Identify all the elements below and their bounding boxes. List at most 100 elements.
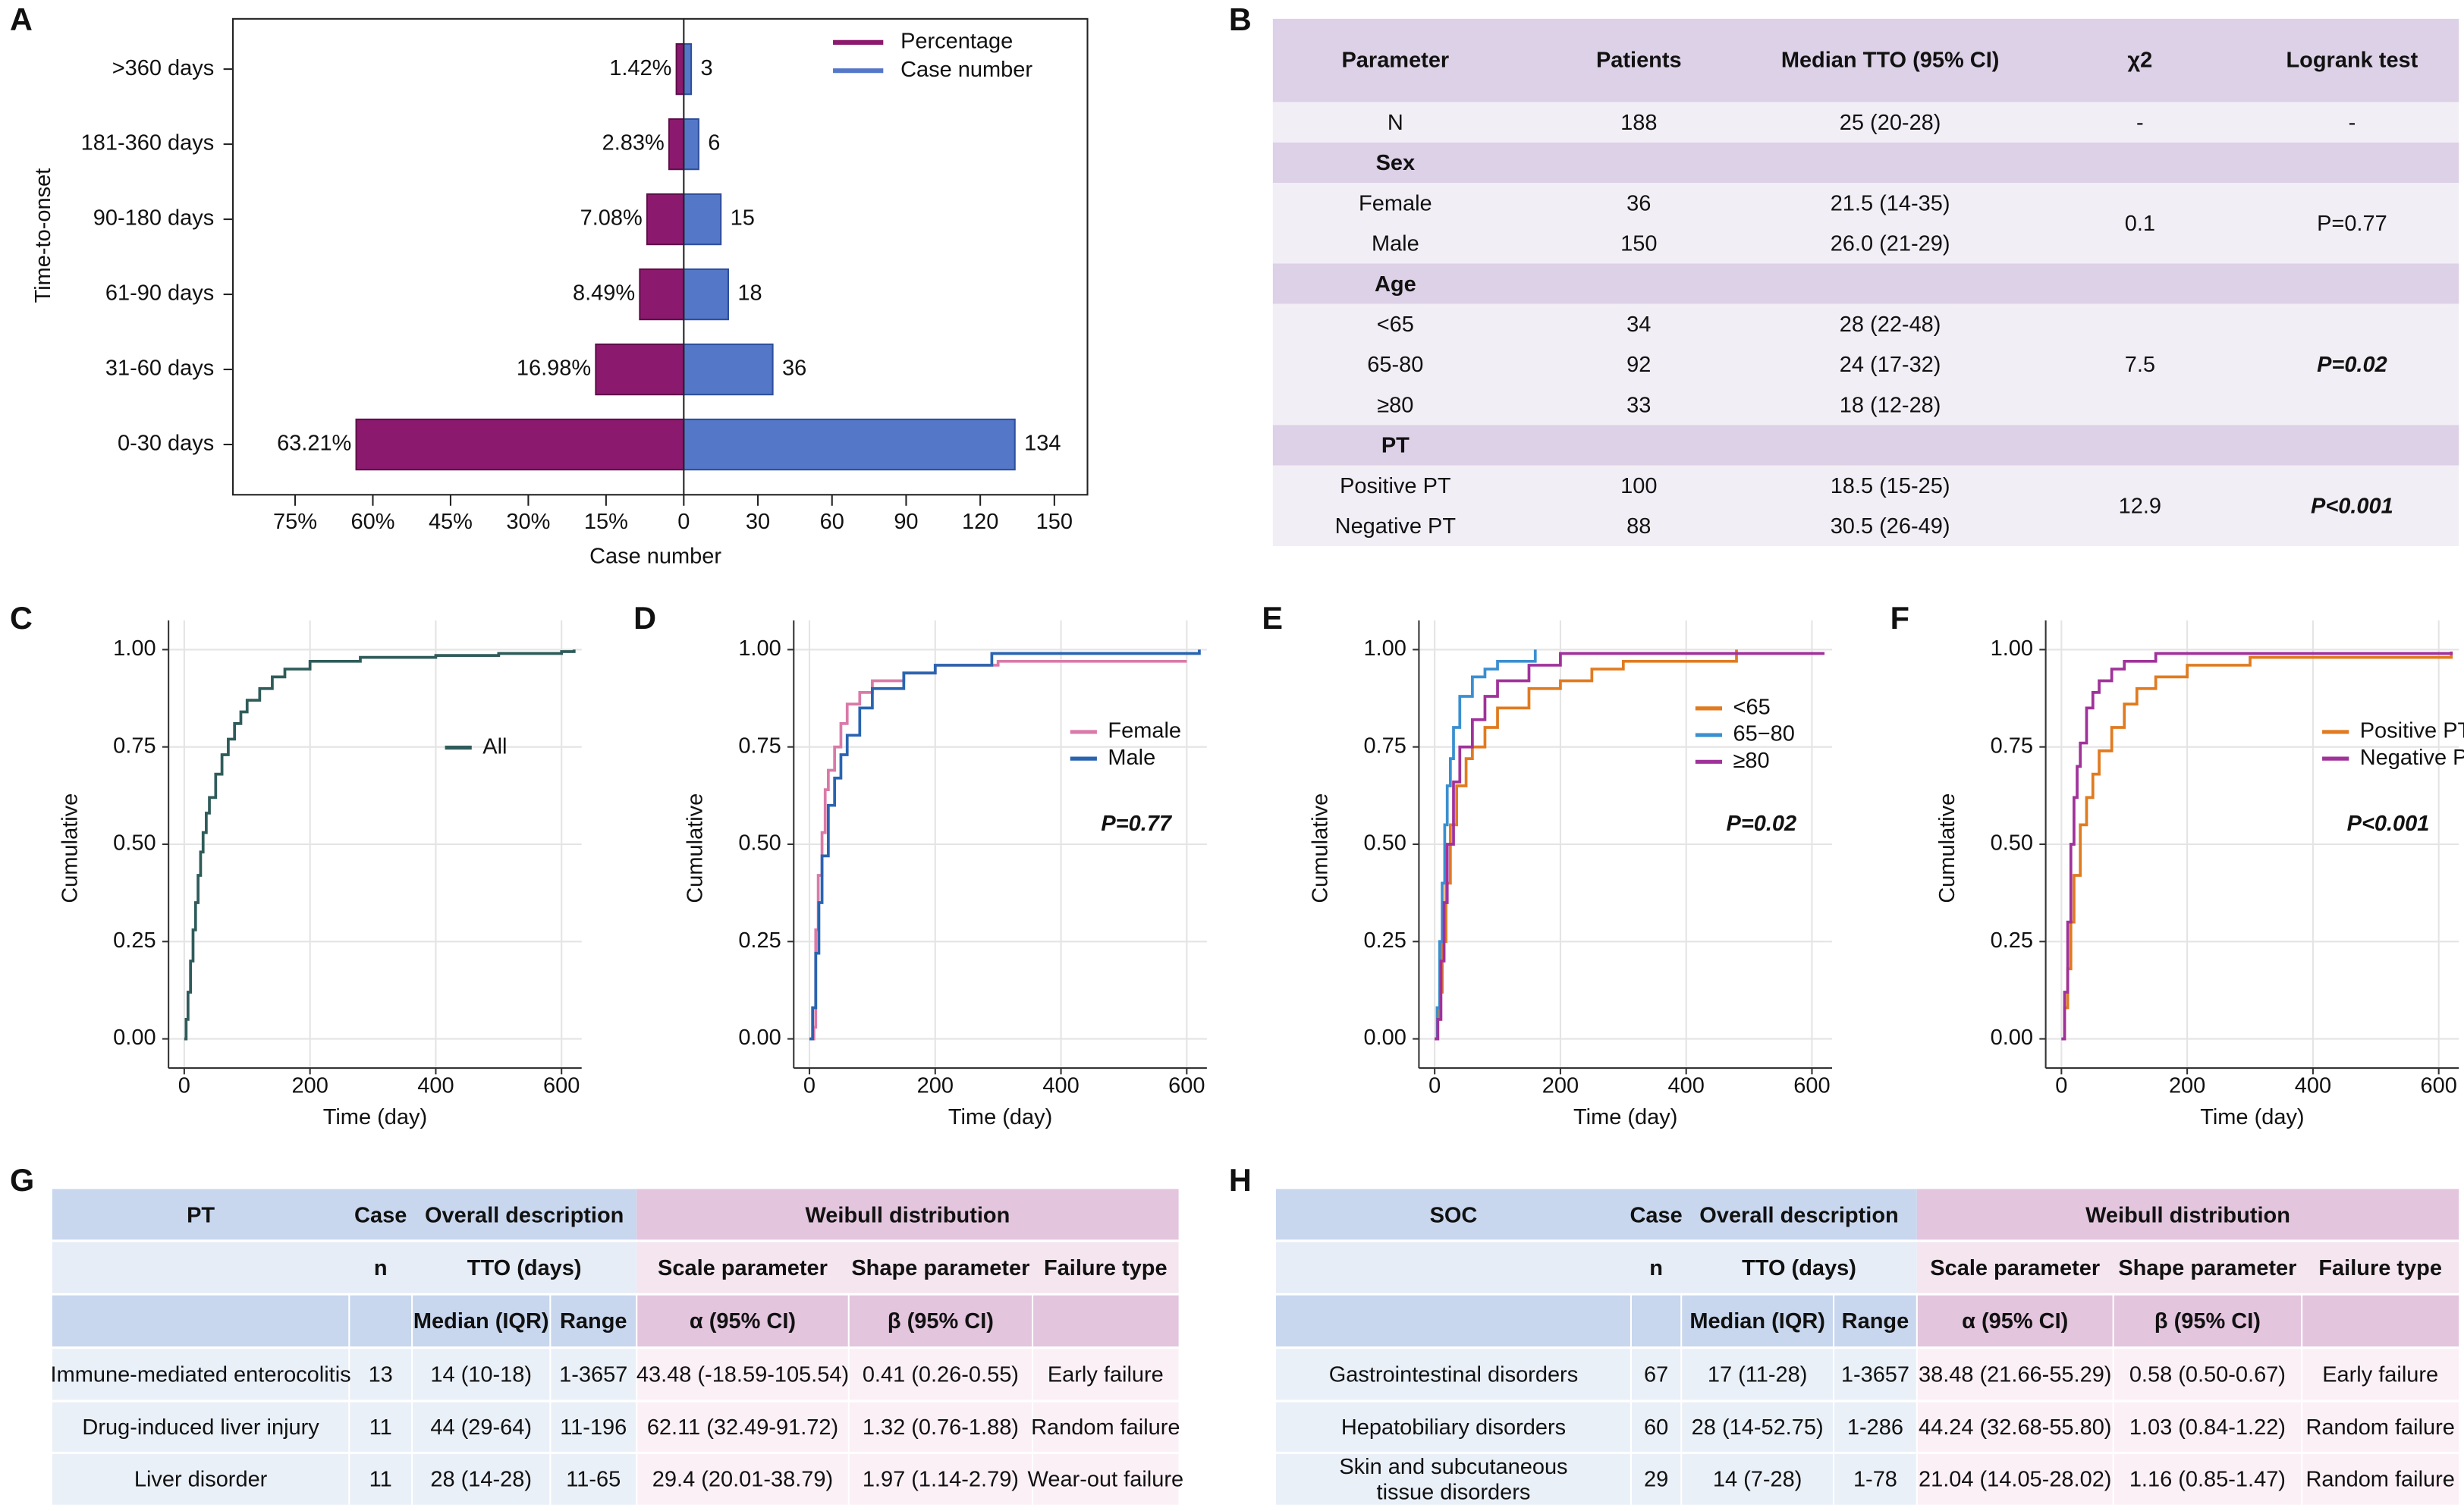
table-cell: 33 <box>1626 393 1651 417</box>
table-cell: Positive PT <box>1340 474 1451 498</box>
table-cell: 28 (14-28) <box>430 1467 532 1491</box>
y-tick-label: 1.00 <box>738 636 781 661</box>
table-header: β (95% CI) <box>2154 1309 2261 1334</box>
x-tick-label: 90 <box>894 510 918 534</box>
y-tick-label: 0.00 <box>113 1026 156 1050</box>
section-title: Sex <box>1376 151 1416 175</box>
y-tick-label: 0.50 <box>113 831 156 856</box>
table-cell: 1-3657 <box>1841 1363 1909 1387</box>
step-line <box>809 649 1201 1041</box>
x2-tick-label: 15% <box>584 510 628 534</box>
x2-tick-label: 60% <box>350 510 394 534</box>
table-header-bg <box>1272 18 2459 102</box>
data-label: 7.08% <box>580 206 643 231</box>
row-bg <box>1916 1294 2459 1348</box>
x-tick-label: 0 <box>803 1074 816 1098</box>
table-header: Median (IQR) <box>1689 1309 1825 1334</box>
y-tick-label: 0.50 <box>1991 831 2033 856</box>
y-tick-label: 1.00 <box>1363 636 1406 661</box>
row-bg <box>636 1401 1179 1453</box>
y-axis-title: Cumulative <box>684 793 708 903</box>
table-cell: 29 <box>1644 1467 1668 1491</box>
y-tick-label: 0.00 <box>1991 1026 2033 1050</box>
table-cell: 34 <box>1626 313 1651 337</box>
row-bg <box>52 1453 637 1505</box>
bar <box>683 193 722 246</box>
panel-label: G <box>10 1163 34 1198</box>
row-bg <box>636 1294 1179 1348</box>
table-cell: 0.58 (0.50-0.67) <box>2129 1363 2286 1387</box>
x-tick-label: 200 <box>291 1074 328 1098</box>
y-tick-label: 0.00 <box>738 1026 781 1050</box>
table-cell: Random failure <box>2305 1415 2454 1440</box>
table-header: Parameter <box>1341 48 1449 72</box>
row-bg <box>1275 1347 1917 1402</box>
table-cell: Gastrointestinal disorders <box>1329 1363 1578 1387</box>
logrank-cell: - <box>2349 111 2356 135</box>
chi2-cell: 12.9 <box>2119 494 2161 518</box>
row-bg <box>1916 1240 2459 1295</box>
chi2-cell: 0.1 <box>2125 212 2155 236</box>
x-tick-label: 200 <box>2169 1074 2205 1098</box>
table-header: χ2 <box>2127 48 2152 72</box>
table-header: TTO (days) <box>467 1256 582 1280</box>
table-header: Median TTO (95% CI) <box>1781 48 2000 72</box>
legend-label: All <box>482 734 507 759</box>
data-label: 63.21% <box>277 432 351 456</box>
table-header: PT <box>187 1203 215 1227</box>
step-line <box>184 649 576 1041</box>
row-bg <box>52 1347 637 1402</box>
table-cell: 65-80 <box>1367 353 1423 377</box>
table-cell: 1.97 (1.14-2.79) <box>863 1467 1019 1491</box>
bar <box>595 343 685 396</box>
table-cell: 14 (10-18) <box>430 1363 532 1387</box>
row-bg <box>636 1240 1179 1295</box>
panel-label: B <box>1229 2 1252 37</box>
table-cell: Immune-mediated enterocolitis <box>51 1363 351 1387</box>
data-label: 3 <box>701 56 713 80</box>
table-cell: 17 (11-28) <box>1708 1363 1808 1387</box>
table-cell: Wear-out failure <box>1028 1467 1184 1491</box>
section-title: Age <box>1375 272 1416 297</box>
table-cell: 11-196 <box>560 1415 627 1440</box>
step-line <box>2061 653 2453 1041</box>
logrank-cell: P=0.77 <box>2317 212 2387 236</box>
y-axis-title: Cumulative <box>1309 793 1333 903</box>
table-cell: 11 <box>369 1467 392 1491</box>
data-label: 36 <box>782 357 806 381</box>
row-bg <box>1275 1401 1917 1453</box>
x-tick-label: 0 <box>178 1074 190 1098</box>
table-cell: 1.16 (0.85-1.47) <box>2129 1467 2286 1491</box>
data-label: 1.42% <box>609 56 671 80</box>
panel-label: D <box>633 601 656 636</box>
table-cell: 1-78 <box>1853 1467 1897 1491</box>
bar <box>639 268 685 321</box>
x-tick-label: 400 <box>1668 1074 1705 1098</box>
data-label: 6 <box>708 131 720 155</box>
table-header: Logrank test <box>2286 48 2418 72</box>
x-tick-label: 120 <box>962 510 998 534</box>
data-label: 15 <box>731 206 755 231</box>
table-cell: Hepatobiliary disorders <box>1341 1415 1566 1440</box>
y-tick-label: 0.25 <box>113 928 156 953</box>
y-axis-title: Cumulative <box>58 793 82 903</box>
table-cell: 38.48 (21.66-55.29) <box>1919 1363 2111 1387</box>
y-tick-label: 90-180 days <box>93 206 214 231</box>
table-header: Shape parameter <box>2118 1256 2296 1280</box>
table-header: SOC <box>1430 1203 1478 1227</box>
y-tick-label: 0-30 days <box>118 432 214 456</box>
plot-frame <box>232 17 1089 496</box>
y-tick-label: 0.50 <box>1363 831 1406 856</box>
p-value: P=0.77 <box>1101 812 1173 836</box>
data-label: 16.98% <box>517 357 591 381</box>
y-axis-title: Cumulative <box>1935 793 1960 903</box>
panel-label: E <box>1262 601 1283 636</box>
step-line <box>2061 651 2453 1041</box>
table-cell: 18.5 (15-25) <box>1831 474 1950 498</box>
y-tick-label: 181-360 days <box>81 131 215 155</box>
y-tick-label: 1.00 <box>113 636 156 661</box>
table-cell: <65 <box>1377 313 1414 337</box>
row-bg <box>636 1347 1179 1402</box>
row-bg <box>636 1189 1179 1241</box>
